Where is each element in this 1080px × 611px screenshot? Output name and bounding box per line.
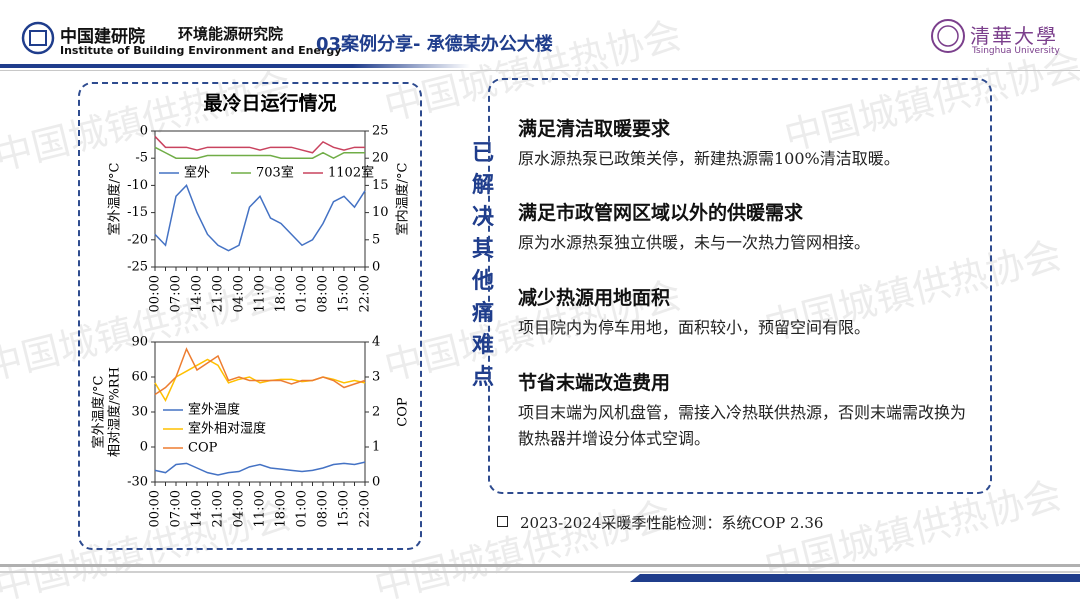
x-tick-label: 21:00 xyxy=(211,275,226,312)
x-tick-label: 11:00 xyxy=(253,490,268,527)
legend-label: 室外 xyxy=(184,165,210,181)
logo-mark xyxy=(29,30,47,46)
data-line xyxy=(154,184,366,252)
header-graphics xyxy=(0,19,1080,71)
data-line xyxy=(154,146,365,160)
y2-tick-label: 4 xyxy=(372,335,380,350)
y-tick-label: 0 xyxy=(140,124,148,139)
footer-rule-2 xyxy=(0,571,1080,573)
univ-logo-inner xyxy=(937,25,959,47)
x-tick-label: 04:00 xyxy=(232,275,247,312)
y-tick-label: 30 xyxy=(131,405,148,420)
x-tick-label: 14:00 xyxy=(190,275,205,312)
x-tick-label: 15:00 xyxy=(337,490,352,527)
header-bar xyxy=(0,64,470,68)
plot-frame xyxy=(154,130,366,268)
dept: 环境能源研究院 xyxy=(178,25,284,43)
x-tick-label: 21:00 xyxy=(211,490,226,527)
chart-panel xyxy=(78,82,422,550)
x-tick-label: 00:00 xyxy=(148,275,163,312)
x-tick-label: 00:00 xyxy=(148,490,163,527)
item-text: 原水源热泵已政策关停，新建热源需100%清洁取暖。 xyxy=(518,149,900,168)
y2-tick-label: 0 xyxy=(372,475,380,490)
item-text: 项目院内为停车用地，面积较小，预留空间有限。 xyxy=(518,318,871,337)
legend-label: 703室 xyxy=(256,165,294,181)
y-tick-label: -10 xyxy=(127,178,148,193)
item-title: 满足清洁取暖要求 xyxy=(518,118,671,140)
plot-frame xyxy=(154,341,366,483)
x-tick-label: 08:00 xyxy=(316,490,331,527)
x-tick-label: 04:00 xyxy=(232,490,247,527)
x-tick-label: 11:00 xyxy=(253,275,268,312)
y-tick-label: -25 xyxy=(127,260,148,275)
footer-graphics xyxy=(0,564,1080,582)
y-tick-label: 60 xyxy=(131,370,148,385)
chart-title: 最冷日运行情况 xyxy=(203,92,336,115)
footer-bar xyxy=(630,574,1080,582)
y2-tick-label: 5 xyxy=(372,232,380,247)
y-tick-label: -30 xyxy=(127,475,148,490)
bullet xyxy=(497,516,508,527)
org-cn: 中国建研院 xyxy=(60,27,145,47)
y2-tick-label: 10 xyxy=(372,205,389,220)
y2-tick-label: 1 xyxy=(372,440,380,455)
y2-tick-label: 3 xyxy=(372,370,380,385)
footer-rule xyxy=(0,564,1080,567)
y2-tick-label: 2 xyxy=(372,405,380,420)
univ-cn: 清華大學 xyxy=(970,24,1058,48)
legend-label: 1102室 xyxy=(328,165,374,181)
y2-axis-label: 室内温度/°C xyxy=(395,163,411,236)
item-text: 项目末端为风机盘管，需接入冷热联供热源，否则末端需改换为散热器并增设分体式空调。 xyxy=(518,403,967,448)
y-axis-label: 室外温度/°C xyxy=(107,163,123,236)
org-en: Institute of Building Environment and En… xyxy=(60,44,342,57)
item-text: 原为水源热泵独立供暖，未与一次热力管网相接。 xyxy=(518,233,871,252)
y2-tick-label: 15 xyxy=(372,178,389,193)
y-tick-label: 0 xyxy=(140,440,148,455)
x-tick-label: 07:00 xyxy=(169,275,184,312)
y-tick-label: -20 xyxy=(127,232,148,247)
data-line xyxy=(154,347,366,396)
data-line xyxy=(154,135,365,154)
y-axis-label: 相对湿度/%RH xyxy=(107,367,123,457)
y-axis-label: 室外温度/°C xyxy=(91,376,107,449)
y-tick-label: -5 xyxy=(135,151,148,166)
items-panel xyxy=(488,78,992,494)
x-tick-label: 15:00 xyxy=(337,275,352,312)
y-tick-label: 90 xyxy=(131,335,148,350)
x-tick-label: 01:00 xyxy=(295,275,310,312)
y2-tick-label: 25 xyxy=(372,124,389,139)
x-tick-label: 18:00 xyxy=(274,490,289,527)
x-tick-label: 18:00 xyxy=(274,275,289,312)
x-tick-label: 22:00 xyxy=(358,490,373,527)
legend-label: COP xyxy=(188,441,218,456)
data-line xyxy=(154,461,366,476)
y2-tick-label: 20 xyxy=(372,151,389,166)
footer-note: 2023-2024采暖季性能检测：系统COP 2.36 xyxy=(520,514,824,532)
item-title: 节省末端改造费用 xyxy=(518,372,671,394)
x-tick-label: 22:00 xyxy=(358,275,373,312)
slide-title: 03案例分享- 承德某办公大楼 xyxy=(316,34,553,55)
x-tick-label: 14:00 xyxy=(190,490,205,527)
y-tick-label: -15 xyxy=(127,205,148,220)
x-tick-label: 08:00 xyxy=(316,275,331,312)
legend-label: 室外温度 xyxy=(188,402,240,418)
x-tick-label: 07:00 xyxy=(169,490,184,527)
x-tick-label: 01:00 xyxy=(295,490,310,527)
univ-en: Tsinghua University xyxy=(972,46,1060,56)
logo xyxy=(21,21,55,55)
y2-axis-label: COP xyxy=(396,397,411,427)
item-title: 满足市政管网区域以外的供暖需求 xyxy=(518,202,804,224)
y2-tick-label: 0 xyxy=(372,260,380,275)
univ-logo xyxy=(931,19,965,53)
header-rule xyxy=(0,70,1080,71)
item-title: 减少热源用地面积 xyxy=(518,287,671,309)
legend-label: 室外相对湿度 xyxy=(188,421,266,437)
